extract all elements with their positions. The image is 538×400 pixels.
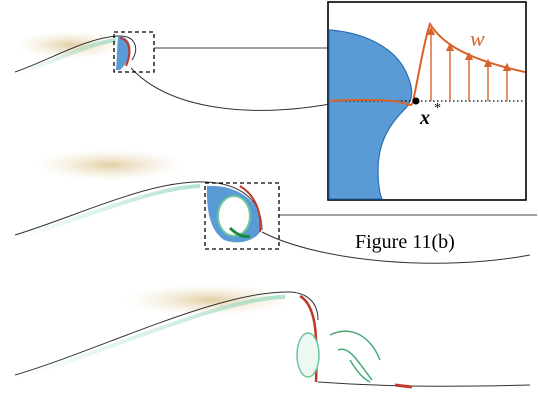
- wave-frame-1: [15, 31, 330, 110]
- inset: w x *: [328, 2, 526, 200]
- point-marker: [413, 98, 420, 105]
- velocity-label: w: [470, 26, 485, 51]
- point-superscript: *: [434, 101, 441, 116]
- point-label: x: [419, 107, 430, 129]
- figure: w x * Figure 11(b): [0, 0, 538, 400]
- wave-frame-3: [15, 284, 530, 387]
- figure-reference: Figure 11(b): [355, 231, 455, 253]
